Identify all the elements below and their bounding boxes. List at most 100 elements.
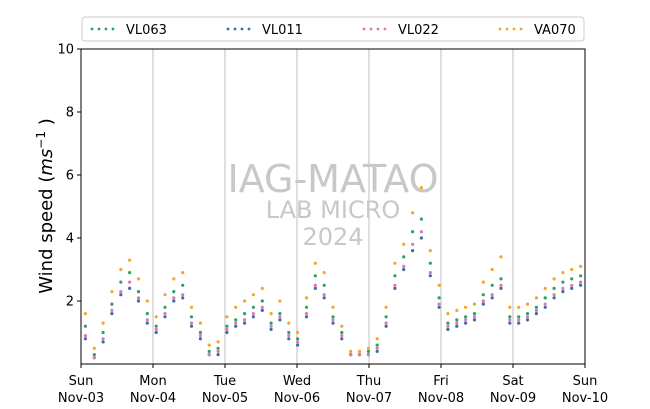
data-point xyxy=(384,324,388,328)
data-point xyxy=(375,349,379,353)
data-point xyxy=(366,346,370,350)
data-point xyxy=(402,255,406,259)
data-point xyxy=(251,315,255,319)
data-point xyxy=(119,293,123,297)
data-point xyxy=(437,296,441,300)
legend: VL063 VL011 VL022 VA070 xyxy=(81,16,585,42)
y-tick-label: 2 xyxy=(66,295,74,310)
data-point xyxy=(181,283,185,287)
data-point xyxy=(163,305,167,309)
data-point xyxy=(278,318,282,322)
data-point xyxy=(570,283,574,287)
data-point xyxy=(490,283,494,287)
data-point xyxy=(128,258,132,262)
data-point xyxy=(101,337,105,341)
data-point xyxy=(464,318,468,322)
data-point xyxy=(83,337,87,341)
x-axis: Sun Nov-03 Mon Nov-04 Tue Nov-05 Wed Nov-06 Thu N… xyxy=(58,364,608,406)
data-point xyxy=(322,271,326,275)
data-point xyxy=(189,305,194,309)
data-point xyxy=(428,249,432,253)
x-tick-label-date: Nov-03 xyxy=(58,391,104,406)
data-point xyxy=(499,277,503,281)
data-point xyxy=(561,271,565,275)
data-point xyxy=(278,299,282,303)
data-point xyxy=(366,353,370,357)
data-point xyxy=(234,324,238,328)
data-point xyxy=(260,299,264,303)
data-point xyxy=(331,305,335,309)
data-point xyxy=(198,330,202,335)
data-point xyxy=(136,299,141,303)
data-point xyxy=(110,302,114,306)
data-point xyxy=(508,305,512,309)
data-point xyxy=(172,299,176,303)
data-point xyxy=(340,324,344,328)
data-point xyxy=(207,353,211,357)
data-point xyxy=(101,321,105,325)
watermark-year: 2024 xyxy=(302,223,363,251)
data-point xyxy=(340,334,344,338)
data-point xyxy=(92,353,96,357)
data-point xyxy=(331,318,335,322)
data-point xyxy=(119,290,123,294)
data-point xyxy=(366,349,370,353)
data-point xyxy=(92,346,96,350)
x-tick-label-date: Nov-04 xyxy=(130,391,176,406)
data-point xyxy=(419,230,423,234)
data-point xyxy=(287,321,291,325)
data-point xyxy=(472,312,477,316)
y-tick-label: 8 xyxy=(66,106,74,121)
data-point xyxy=(411,211,415,215)
legend-label: VA070 xyxy=(534,23,576,38)
data-point xyxy=(145,312,149,316)
x-tick-label-day: Sun xyxy=(573,374,598,389)
data-point xyxy=(181,296,185,300)
y-axis-label-exponent: −1 xyxy=(34,131,48,149)
data-point xyxy=(428,271,432,275)
data-point xyxy=(83,312,87,316)
data-point xyxy=(313,286,317,290)
data-point xyxy=(207,349,211,353)
data-point xyxy=(481,299,485,303)
data-point xyxy=(251,293,255,297)
data-point xyxy=(525,318,530,322)
x-tick-label-day: Mon xyxy=(139,374,166,389)
data-point xyxy=(304,312,309,316)
legend-marker xyxy=(111,27,115,31)
data-point xyxy=(251,312,255,316)
data-point xyxy=(243,321,247,325)
data-point xyxy=(136,277,141,281)
data-point xyxy=(322,293,326,297)
data-point xyxy=(349,349,353,353)
data-point xyxy=(322,283,326,287)
data-point xyxy=(216,346,220,350)
series-VA070 xyxy=(83,186,583,353)
data-point xyxy=(570,277,574,281)
x-tick-label-date: Nov-06 xyxy=(274,391,320,406)
y-tick-label: 10 xyxy=(57,43,74,58)
y-axis: 2 4 6 8 10 xyxy=(57,43,81,310)
data-point xyxy=(110,290,114,294)
data-point xyxy=(243,299,247,303)
data-point xyxy=(543,296,547,300)
data-point xyxy=(172,277,176,281)
x-tick-label-day: Wed xyxy=(283,374,311,389)
data-point xyxy=(136,290,141,294)
x-tick-label-date: Nov-10 xyxy=(562,391,608,406)
data-point xyxy=(119,267,123,272)
legend-marker xyxy=(240,27,244,31)
data-point xyxy=(331,321,335,325)
data-point xyxy=(561,286,565,290)
data-point xyxy=(552,296,556,300)
data-point xyxy=(481,280,485,284)
data-point xyxy=(411,230,415,234)
data-point xyxy=(313,274,317,278)
data-point xyxy=(464,315,468,319)
data-point xyxy=(269,324,273,328)
data-point xyxy=(552,293,556,297)
data-point xyxy=(145,299,149,303)
data-point xyxy=(455,324,459,328)
data-point xyxy=(207,343,211,347)
